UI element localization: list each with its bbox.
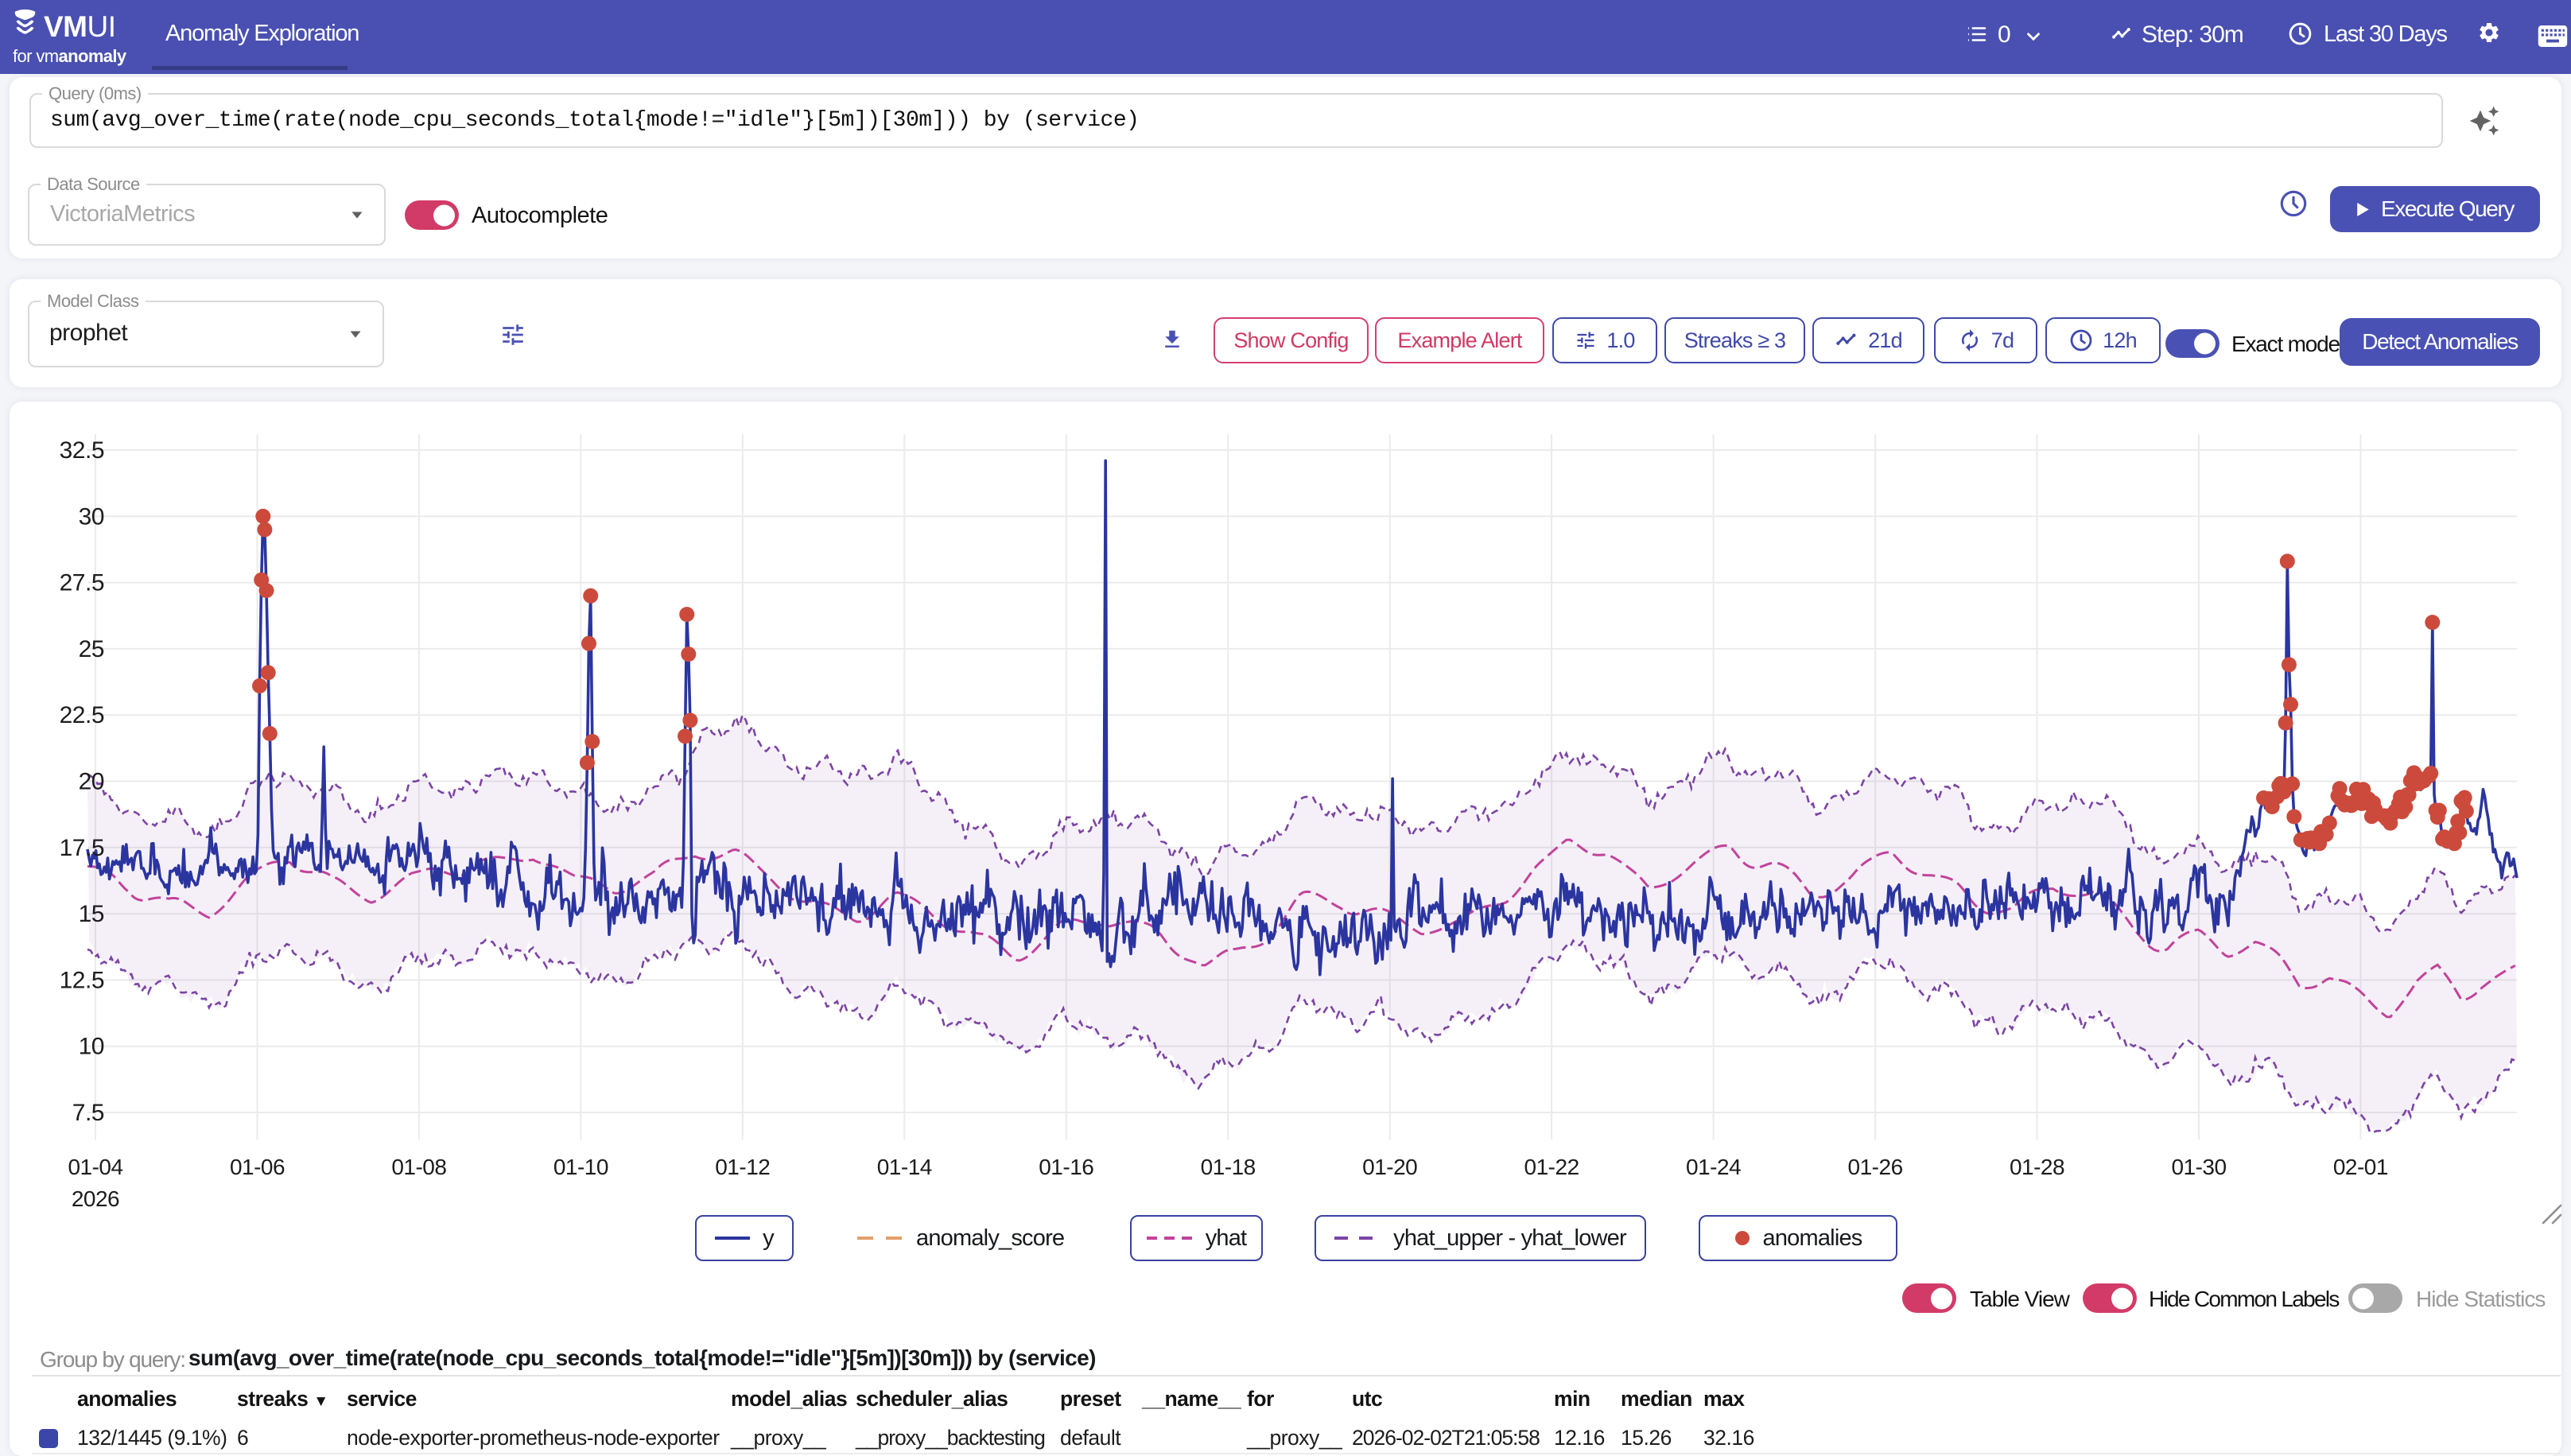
svg-text:32.5: 32.5 — [60, 437, 104, 464]
svg-text:01-20: 01-20 — [1362, 1155, 1417, 1179]
svg-text:01-28: 01-28 — [2010, 1155, 2064, 1179]
svg-text:2026: 2026 — [72, 1186, 119, 1211]
svg-text:12.5: 12.5 — [60, 967, 104, 993]
svg-text:10: 10 — [79, 1034, 104, 1060]
svg-text:27.5: 27.5 — [60, 570, 104, 596]
svg-text:01-16: 01-16 — [1039, 1155, 1093, 1179]
svg-text:20: 20 — [79, 769, 104, 795]
svg-text:01-24: 01-24 — [1686, 1155, 1741, 1179]
svg-text:01-06: 01-06 — [230, 1155, 285, 1179]
svg-text:02-01: 02-01 — [2333, 1155, 2388, 1179]
svg-text:17.5: 17.5 — [60, 835, 104, 861]
svg-text:22.5: 22.5 — [60, 702, 104, 728]
svg-text:01-14: 01-14 — [877, 1155, 932, 1179]
svg-text:01-04: 01-04 — [68, 1155, 122, 1179]
svg-text:15: 15 — [79, 901, 104, 927]
svg-text:01-22: 01-22 — [1524, 1155, 1579, 1179]
svg-text:7.5: 7.5 — [72, 1100, 104, 1126]
svg-text:01-10: 01-10 — [553, 1155, 608, 1179]
svg-text:01-26: 01-26 — [1848, 1155, 1903, 1179]
svg-text:30: 30 — [79, 503, 104, 530]
svg-text:01-12: 01-12 — [715, 1155, 770, 1179]
svg-text:01-08: 01-08 — [391, 1155, 446, 1179]
svg-text:25: 25 — [79, 636, 104, 662]
svg-text:01-30: 01-30 — [2171, 1155, 2226, 1179]
svg-text:01-18: 01-18 — [1201, 1155, 1256, 1179]
